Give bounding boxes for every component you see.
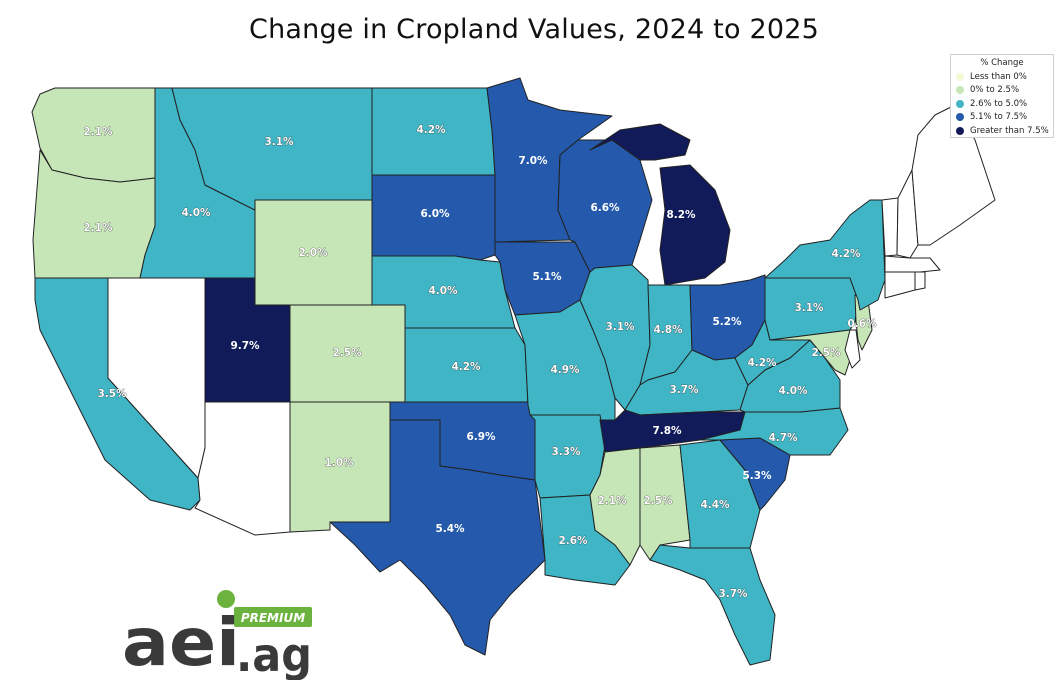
- state-vermont: [881, 197, 899, 257]
- state-value-label-ohio: 5.2%: [712, 316, 742, 328]
- state-value-label-michigan: 8.2%: [666, 209, 696, 221]
- state-value-label-south-carolina: 5.3%: [742, 470, 772, 482]
- state-value-label-new-mexico: 1.0%: [324, 457, 354, 469]
- state-value-label-colorado: 2.5%: [332, 347, 362, 359]
- state-value-label-north-dakota: 4.2%: [416, 124, 446, 136]
- state-value-label-florida: 3.7%: [718, 588, 748, 600]
- state-value-label-idaho: 4.0%: [181, 207, 211, 219]
- state-value-label-pennsylvania: 3.1%: [794, 302, 824, 314]
- state-value-label-north-carolina: 4.7%: [768, 432, 798, 444]
- state-value-label-texas: 5.4%: [435, 523, 465, 535]
- premium-badge: [234, 607, 312, 627]
- legend-item-less-than-0: Less than 0%: [956, 70, 1048, 84]
- state-value-label-south-dakota: 6.0%: [420, 208, 450, 220]
- logo-dot: [217, 590, 235, 608]
- legend-label: 5.1% to 7.5%: [970, 112, 1028, 123]
- legend-item-2-6-to-5: 2.6% to 5.0%: [956, 97, 1048, 111]
- legend-swatch: [956, 86, 964, 95]
- state-value-label-oregon: 2.1%: [83, 222, 113, 234]
- state-value-label-california: 3.5%: [97, 388, 127, 400]
- state-value-label-new-york: 4.2%: [831, 248, 861, 260]
- state-massachusetts: [884, 255, 941, 273]
- legend-swatch: [956, 99, 964, 108]
- state-value-label-montana: 3.1%: [264, 136, 294, 148]
- state-value-label-maryland: 2.5%: [811, 347, 841, 359]
- state-michigan-upper: [589, 123, 691, 161]
- state-value-label-wyoming: 2.0%: [298, 247, 328, 259]
- state-value-label-missouri: 4.9%: [550, 364, 580, 376]
- state-texas: [329, 419, 546, 656]
- aei-ag-logo: PREMIUM aei .ag: [122, 590, 312, 680]
- state-value-label-new-jersey: 0.6%: [847, 318, 877, 330]
- state-value-label-oklahoma: 6.9%: [466, 431, 496, 443]
- state-new-hampshire: [896, 169, 919, 259]
- state-value-label-kansas: 4.2%: [451, 361, 481, 373]
- state-value-label-iowa: 5.1%: [532, 271, 562, 283]
- state-maine: [911, 104, 996, 246]
- state-value-label-utah: 9.7%: [230, 340, 260, 352]
- state-value-label-georgia: 4.4%: [700, 499, 730, 511]
- legend-swatch: [956, 72, 964, 81]
- legend-label: Greater than 7.5%: [970, 125, 1049, 136]
- state-value-label-west-virginia: 4.2%: [747, 357, 777, 369]
- map-title: Change in Cropland Values, 2024 to 2025: [249, 14, 819, 45]
- map-legend: % Change Less than 0% 0% to 2.5% 2.6% to…: [950, 54, 1054, 138]
- state-nebraska: [371, 255, 516, 329]
- state-connecticut: [884, 271, 916, 299]
- legend-label: 0% to 2.5%: [970, 85, 1020, 96]
- state-delaware: [844, 329, 861, 369]
- premium-badge-text: PREMIUM: [241, 611, 305, 625]
- state-value-label-arkansas: 3.3%: [551, 446, 581, 458]
- legend-label: Less than 0%: [970, 71, 1027, 82]
- legend-item-0-to-2-5: 0% to 2.5%: [956, 84, 1048, 98]
- logo-main-text: aei: [122, 604, 240, 680]
- state-rhode-island: [914, 271, 926, 291]
- state-arizona: [194, 401, 291, 536]
- legend-title: % Change: [980, 58, 1024, 68]
- state-value-label-tennessee: 7.8%: [652, 425, 682, 437]
- state-value-label-mississippi: 2.1%: [597, 495, 627, 507]
- state-value-label-minnesota: 7.0%: [518, 155, 548, 167]
- logo-suffix-text: .ag: [236, 628, 312, 680]
- legend-item-greater-than-7-5: Greater than 7.5%: [956, 124, 1049, 138]
- state-value-label-virginia: 4.0%: [778, 385, 808, 397]
- legend-swatch: [956, 126, 964, 135]
- state-value-label-louisiana: 2.6%: [558, 535, 588, 547]
- state-michigan: [659, 164, 731, 286]
- state-value-label-kentucky: 3.7%: [669, 384, 699, 396]
- state-value-label-indiana: 4.8%: [653, 324, 683, 336]
- state-value-label-illinois: 3.1%: [605, 321, 635, 333]
- state-value-label-alabama: 2.5%: [643, 495, 673, 507]
- state-value-label-washington: 2.1%: [83, 126, 113, 138]
- state-value-labels: 2.1% 2.1% 3.5% 4.0% 3.1% 2.0% 9.7% 2.5% 1.0% 4.2%…: [83, 124, 877, 601]
- legend-label: 2.6% to 5.0%: [970, 98, 1028, 109]
- legend-item-5-1-to-7-5: 5.1% to 7.5%: [956, 111, 1048, 125]
- legend-swatch: [956, 113, 964, 122]
- state-value-label-nebraska: 4.0%: [428, 285, 458, 297]
- state-value-label-wisconsin: 6.6%: [590, 202, 620, 214]
- state-shapes: [31, 77, 996, 666]
- state-florida: [649, 544, 776, 666]
